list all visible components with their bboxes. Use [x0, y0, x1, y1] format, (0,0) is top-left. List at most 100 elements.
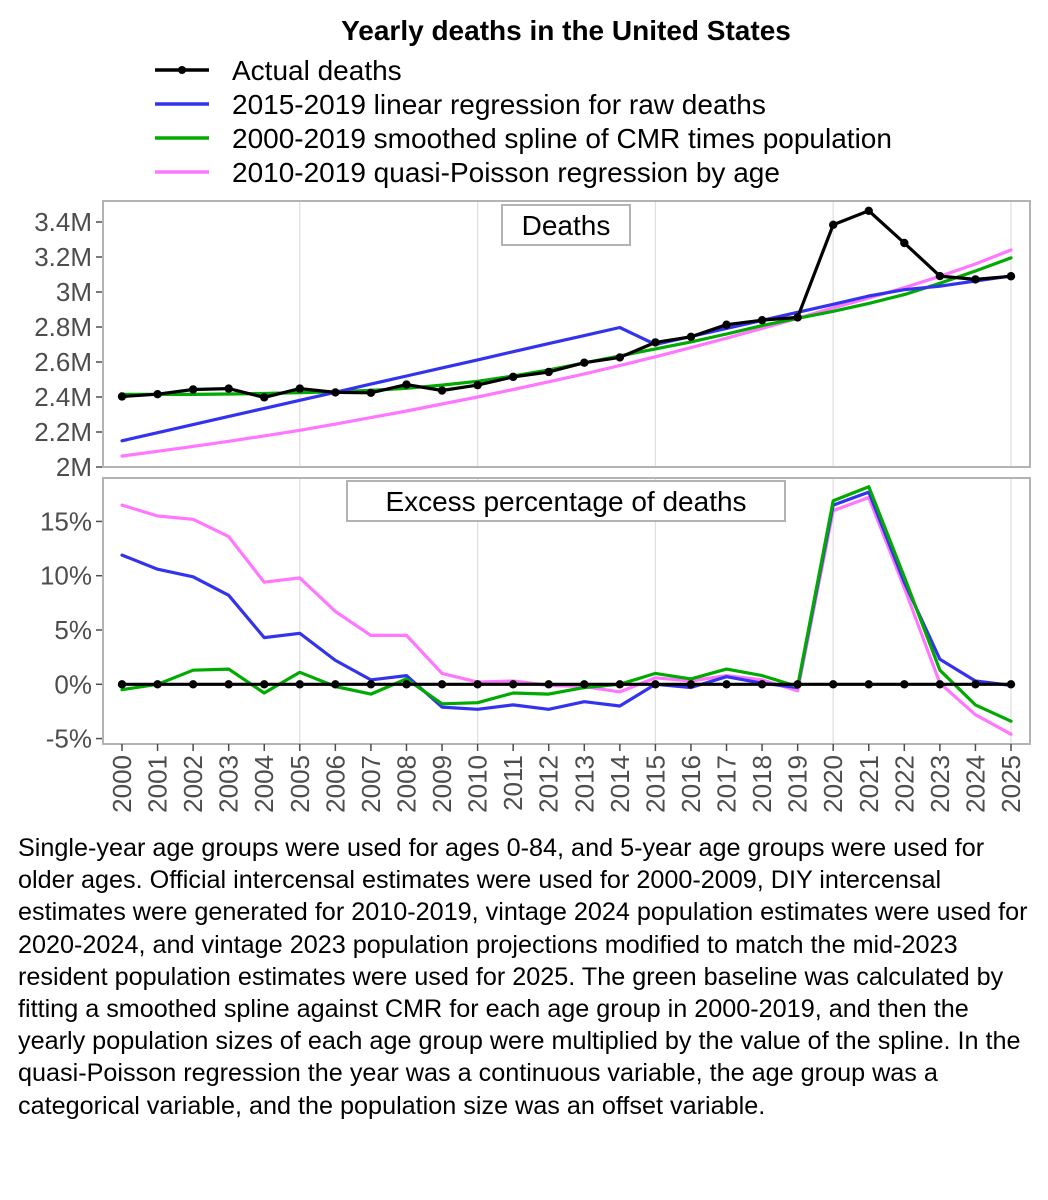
data-point: [686, 680, 696, 689]
data-point: [153, 390, 162, 399]
series-line: [120, 485, 1013, 723]
series-line: [120, 248, 1013, 458]
data-point: [331, 388, 340, 397]
data-point: [188, 680, 198, 689]
data-point: [366, 388, 376, 397]
data-point: [1006, 272, 1016, 281]
data-point: [686, 332, 696, 341]
data-point: [580, 358, 589, 367]
data-point: [935, 680, 945, 689]
data-point: [153, 680, 162, 689]
y-tick-label: 2.8M: [34, 312, 92, 342]
legend-entry: 2010-2019 quasi-Poisson regression by ag…: [155, 157, 780, 188]
data-point: [1006, 680, 1016, 689]
caption-text: Single-year age groups were used for age…: [18, 834, 1028, 1120]
series-line: [120, 490, 1013, 711]
data-point: [402, 680, 411, 689]
y-tick-label: 15%: [40, 506, 92, 536]
panel-border: [102, 477, 1031, 745]
x-tick-label: 2018: [747, 755, 777, 813]
chart-title: Yearly deaths in the United States: [341, 15, 791, 46]
x-tick-label: 2007: [356, 755, 386, 813]
x-tick-label: 2004: [249, 755, 279, 813]
data-point: [295, 384, 304, 393]
data-point: [224, 384, 233, 393]
x-tick-label: 2017: [712, 755, 742, 813]
data-point: [295, 680, 304, 689]
x-tick-label: 2002: [178, 755, 208, 813]
data-point: [935, 271, 945, 281]
x-tick-label: 2012: [534, 755, 564, 813]
panel-label-box: [501, 204, 631, 246]
data-point: [651, 338, 660, 347]
legend-label: 2010-2019 quasi-Poisson regression by ag…: [232, 157, 780, 188]
series-line: [120, 209, 1013, 399]
panel-label: Deaths: [522, 210, 611, 241]
data-point: [473, 680, 482, 689]
panel-label: Excess percentage of deaths: [385, 486, 746, 517]
data-point: [117, 680, 127, 689]
deaths-chart: Yearly deaths in the United States Actua…: [34, 15, 1031, 813]
data-point: [864, 680, 873, 689]
x-tick-label: 2009: [427, 755, 457, 813]
data-point: [473, 380, 482, 390]
data-point: [508, 680, 518, 689]
y-tick-label: 2.2M: [34, 417, 92, 447]
y-tick-label: 10%: [40, 561, 92, 591]
data-point: [615, 353, 625, 362]
data-point: [437, 680, 447, 689]
data-point: [793, 680, 802, 689]
x-tick-label: 2020: [818, 755, 848, 813]
x-axis: 2000 2001 2002 2003 2004 2005 2006 2007 2008 2009…: [107, 744, 1026, 813]
data-point: [580, 680, 589, 689]
data-point: [793, 313, 802, 322]
x-tick-label: 2015: [640, 755, 670, 813]
data-point: [437, 386, 447, 395]
y-tick-label: 2.4M: [34, 382, 92, 412]
panel-excess-percentage: -5% 0% 5% 10% 15% Excess percentage of deaths: [40, 477, 1031, 754]
data-point: [260, 393, 269, 402]
data-point: [651, 680, 660, 689]
x-tick-label: 2006: [320, 755, 350, 813]
data-point: [117, 392, 127, 401]
y-tick-label: 0%: [54, 669, 92, 699]
y-tick-label: 3.4M: [34, 207, 92, 237]
y-tick-label: -5%: [46, 724, 92, 754]
x-tick-label: 2005: [285, 755, 315, 813]
data-point: [829, 220, 838, 229]
x-tick-label: 2014: [605, 755, 635, 813]
data-point: [722, 680, 731, 689]
panels: 2M 2.2M 2.4M 2.6M 2.8M 3M 3.2M 3.4M Deaths -5% 0% 5…: [34, 200, 1031, 754]
data-point: [544, 680, 553, 689]
data-point: [900, 238, 909, 248]
data-point: [224, 680, 233, 689]
data-point: [260, 680, 269, 689]
x-tick-label: 2016: [676, 755, 706, 813]
x-tick-label: 2024: [960, 755, 990, 813]
data-point: [331, 680, 340, 689]
data-point: [829, 680, 838, 689]
data-point: [508, 372, 518, 382]
legend-entry: 2015-2019 linear regression for raw deat…: [155, 89, 766, 120]
data-point: [615, 680, 625, 689]
legend-label: 2000-2019 smoothed spline of CMR times p…: [232, 123, 892, 154]
legend-label: 2015-2019 linear regression for raw deat…: [232, 89, 766, 120]
data-point: [971, 275, 980, 284]
panel-border: [102, 200, 1031, 468]
data-point: [722, 320, 731, 329]
legend-entry: Actual deaths: [155, 55, 402, 86]
x-tick-label: 2003: [214, 755, 244, 813]
x-tick-label: 2008: [392, 755, 422, 813]
data-point: [864, 206, 873, 215]
y-tick-label: 3.2M: [34, 242, 92, 272]
x-tick-label: 2023: [925, 755, 955, 813]
y-tick-label: 2M: [56, 452, 92, 482]
x-tick-label: 2000: [107, 755, 137, 813]
x-tick-label: 2025: [996, 755, 1026, 813]
data-point: [757, 680, 767, 689]
data-point: [757, 315, 767, 325]
x-tick-label: 2010: [463, 755, 493, 813]
x-tick-label: 2011: [498, 755, 528, 811]
data-point: [402, 380, 411, 389]
